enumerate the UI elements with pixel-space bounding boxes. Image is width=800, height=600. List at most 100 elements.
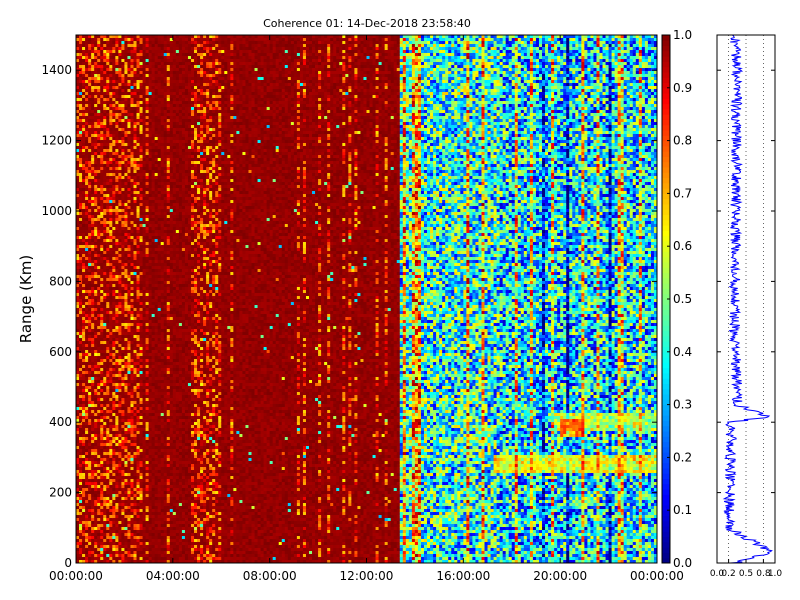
heatmap-cell — [88, 323, 92, 327]
heatmap-cell — [136, 455, 140, 459]
heatmap-cell — [91, 224, 95, 228]
heatmap-cell — [97, 104, 101, 108]
heatmap-cell — [154, 149, 159, 153]
heatmap-cell — [154, 191, 159, 195]
heatmap-cell — [109, 428, 113, 432]
heatmap-cell — [139, 188, 143, 192]
heatmap-cell — [151, 326, 156, 330]
heatmap-cell — [124, 380, 128, 384]
heatmap-cell — [85, 317, 89, 321]
heatmap-cell — [145, 212, 150, 216]
heatmap-cell — [94, 119, 98, 123]
heatmap-cell — [139, 554, 143, 558]
heatmap-cell — [121, 404, 125, 408]
heatmap-cell — [118, 437, 122, 441]
heatmap-cell — [139, 125, 143, 129]
heatmap-cell — [88, 140, 92, 144]
heatmap-cell — [139, 533, 143, 537]
heatmap-cell — [139, 197, 143, 201]
heatmap-cell — [79, 152, 83, 156]
heatmap-cell — [82, 239, 86, 243]
heatmap-cell — [121, 50, 125, 54]
heatmap-cell — [112, 347, 116, 351]
heatmap-cell — [133, 404, 137, 408]
heatmap-cell — [130, 347, 134, 351]
heatmap-cell — [157, 377, 162, 381]
heatmap-cell — [142, 488, 146, 492]
heatmap-cell — [106, 371, 110, 375]
heatmap-cell — [106, 389, 110, 393]
heatmap-cell — [139, 497, 143, 501]
heatmap-cell — [118, 344, 122, 348]
heatmap-cell — [115, 395, 119, 399]
heatmap-cell — [88, 539, 92, 543]
heatmap-cell — [121, 254, 125, 258]
heatmap-cell — [136, 50, 140, 54]
heatmap-cell — [136, 74, 140, 78]
heatmap-cell — [157, 332, 162, 336]
heatmap-cell — [139, 350, 143, 354]
heatmap-cell — [85, 362, 89, 366]
heatmap-cell — [94, 392, 98, 396]
heatmap-cell — [139, 254, 143, 258]
heatmap-cell — [157, 77, 162, 81]
heatmap-cell — [79, 242, 83, 246]
heatmap-cell — [160, 65, 165, 69]
heatmap-cell — [103, 134, 107, 138]
heatmap-cell — [157, 281, 162, 285]
heatmap-cell — [91, 299, 95, 303]
heatmap-cell — [79, 383, 83, 387]
heatmap-cell — [130, 125, 134, 129]
heatmap-cell — [76, 533, 80, 537]
heatmap-cell — [130, 62, 134, 66]
heatmap-cell — [106, 533, 110, 537]
heatmap-cell — [157, 341, 162, 345]
heatmap-cell — [115, 425, 119, 429]
heatmap-cell — [124, 224, 128, 228]
heatmap-cell — [85, 512, 89, 516]
heatmap-cell — [94, 164, 98, 168]
heatmap-cell — [85, 488, 89, 492]
heatmap-cell — [112, 398, 116, 402]
heatmap-cell — [133, 428, 137, 432]
heatmap-cell — [139, 362, 143, 366]
heatmap-cell — [109, 443, 113, 447]
heatmap-cell — [151, 185, 156, 189]
heatmap-cell — [130, 515, 134, 519]
heatmap-cell — [109, 278, 113, 282]
heatmap-cell — [136, 227, 140, 231]
heatmap-cell — [103, 500, 107, 504]
heatmap-cell — [121, 557, 125, 561]
heatmap-cell — [115, 275, 119, 279]
heatmap-cell — [112, 59, 116, 63]
heatmap-cell — [148, 449, 153, 453]
heatmap-cell — [151, 260, 156, 264]
heatmap-cell — [85, 368, 89, 372]
heatmap-cell — [103, 467, 107, 471]
heatmap-cell — [109, 425, 113, 429]
heatmap-cell — [139, 161, 143, 165]
heatmap-cell — [97, 74, 101, 78]
heatmap-cell — [118, 77, 122, 81]
heatmap-cell — [103, 545, 107, 549]
heatmap-cell — [115, 452, 119, 456]
heatmap-cell — [82, 458, 86, 462]
heatmap-cell — [94, 389, 98, 393]
heatmap-cell — [136, 104, 140, 108]
heatmap-cell — [151, 350, 156, 354]
heatmap-cell — [91, 554, 95, 558]
heatmap-cell — [142, 542, 146, 546]
heatmap-cell — [76, 242, 80, 246]
heatmap-cell — [121, 425, 125, 429]
heatmap-cell — [76, 383, 80, 387]
heatmap-cell — [118, 311, 122, 315]
heatmap-cell — [118, 233, 122, 237]
heatmap-cell — [133, 245, 137, 249]
heatmap-cell — [82, 230, 86, 234]
heatmap-cell — [154, 146, 159, 150]
heatmap-cell — [109, 413, 113, 417]
heatmap-cell — [130, 359, 134, 363]
heatmap-cell — [91, 560, 95, 564]
heatmap-cell — [133, 518, 137, 522]
heatmap-cell — [118, 488, 122, 492]
